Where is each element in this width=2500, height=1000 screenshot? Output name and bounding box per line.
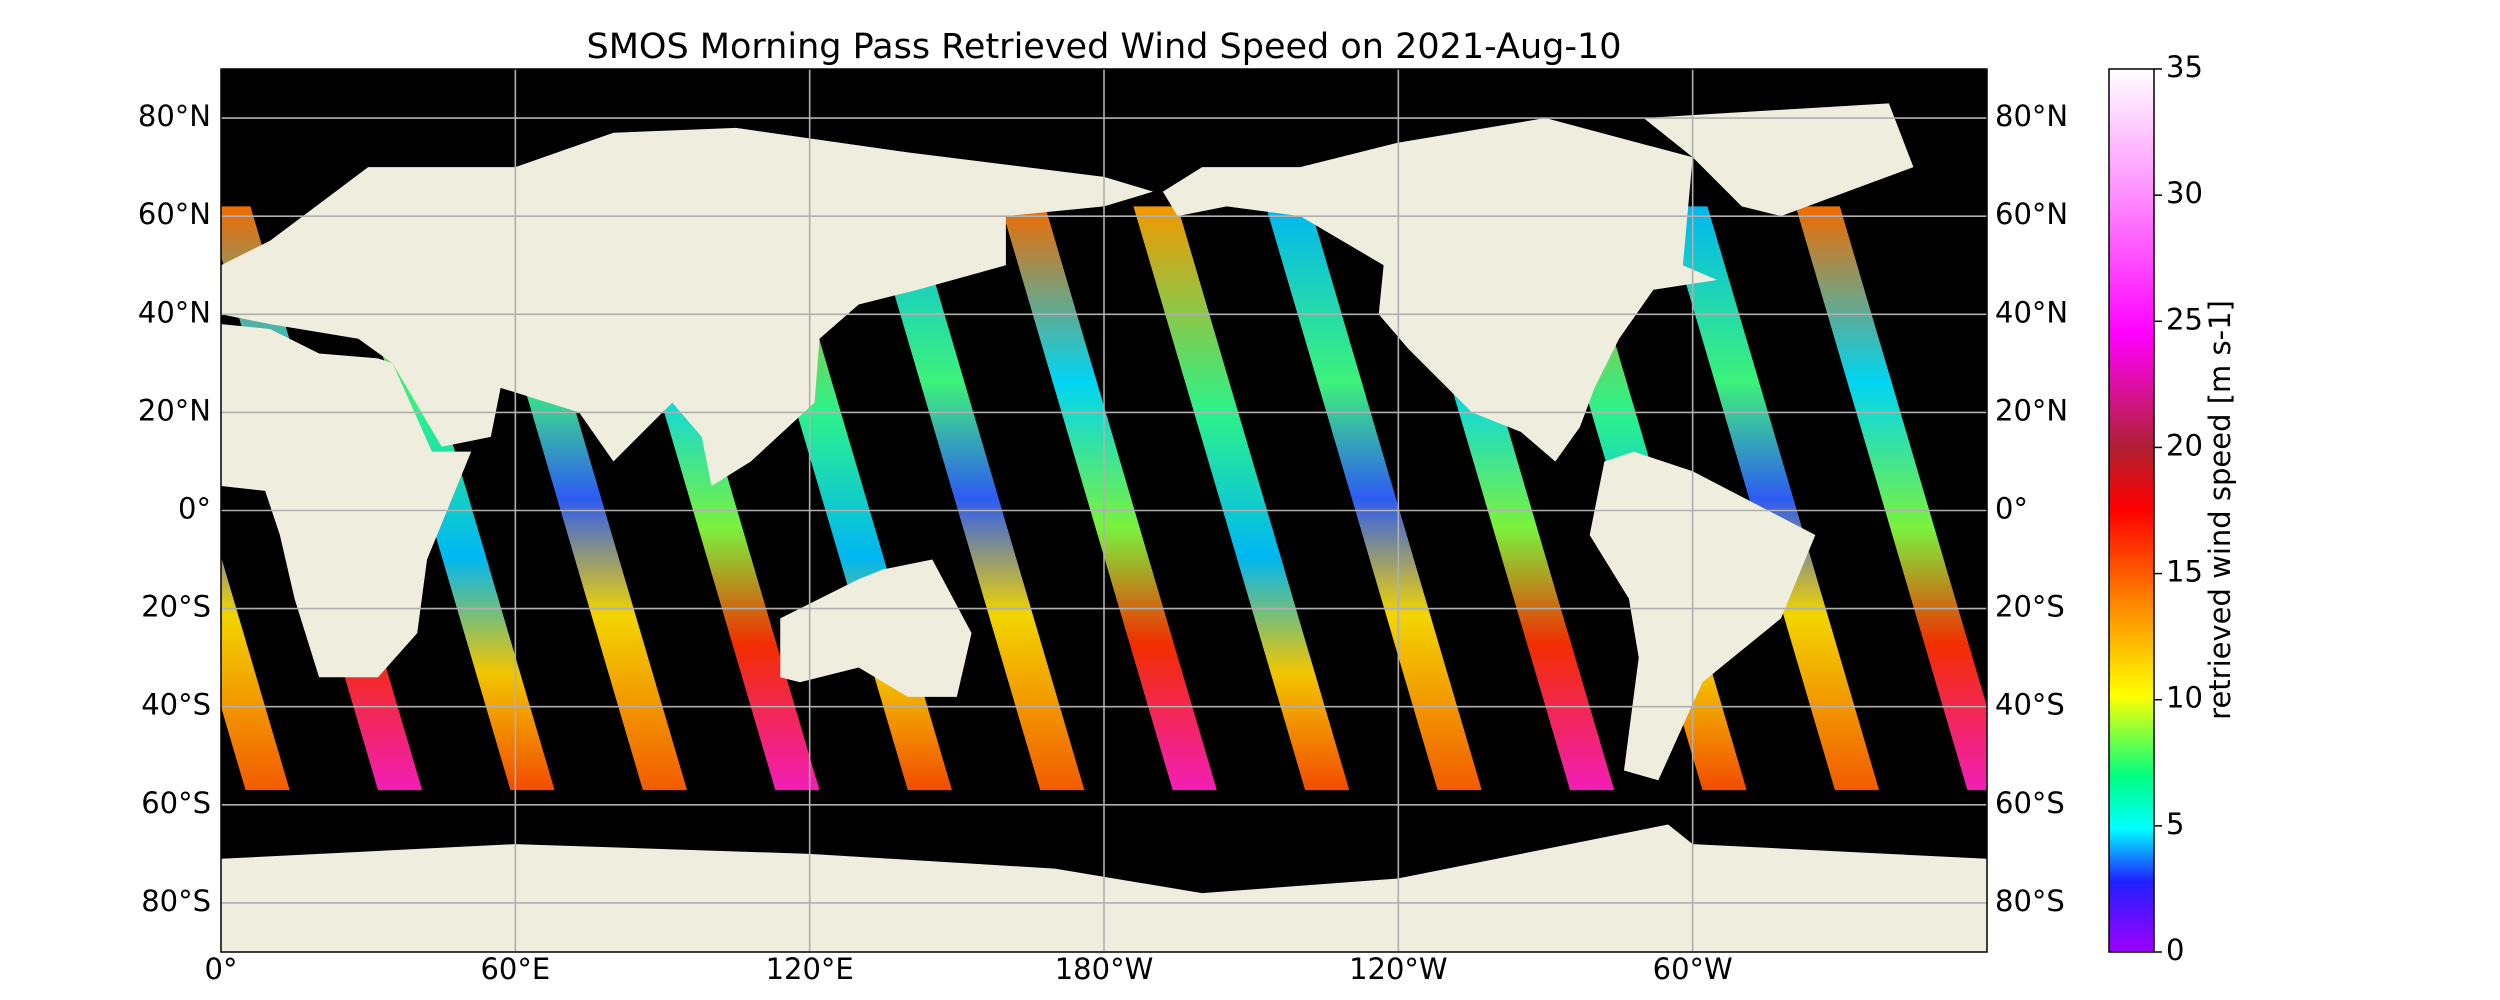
title: SMOS Morning Pass Retrieved Wind Speed o… (586, 27, 1621, 67)
swath (221, 556, 290, 791)
south-america (1589, 451, 1816, 781)
colorbar-label: retrieved wind speed [m s-1] (2203, 300, 2237, 720)
lat-tick-label-right: 0° (1995, 492, 2028, 526)
graticule: 0° 60°E 120°E 180°W 120°W 60°W 80°N 80°N 60°N 60°… (138, 69, 2068, 986)
lat-tick-label-right: 20°S (1995, 590, 2065, 624)
greenland (1643, 103, 1914, 217)
lat-tick-label-left: 60°N (138, 197, 211, 231)
colorbar-tick-label: 10 (2166, 681, 2203, 715)
eurasia (221, 127, 1154, 486)
colorbar-tick-label: 35 (2166, 50, 2203, 84)
colorbar-tick-label: 5 (2166, 807, 2184, 841)
lon-tick-label: 180°W (1055, 952, 1154, 986)
lat-tick-label-right: 80°N (1995, 99, 2068, 133)
map-frame (220, 68, 1988, 953)
australia (780, 559, 972, 697)
lat-tick-label-right: 80°S (1995, 884, 2065, 918)
swath (868, 206, 1085, 791)
colorbar-tick-label: 25 (2166, 302, 2203, 336)
lat-tick-label-left: 40°S (141, 688, 211, 722)
swath (1795, 206, 1987, 791)
lat-tick-label-right: 40°N (1995, 295, 2068, 329)
lon-tick-label: 0° (205, 952, 238, 986)
colorbar-tick-label: 20 (2166, 428, 2203, 462)
lat-tick-label-left: 60°S (141, 786, 211, 820)
colorbar-tick-label: 15 (2166, 555, 2203, 589)
lat-tick-label-left: 20°S (141, 590, 211, 624)
lat-tick-label-left: 20°N (138, 393, 211, 427)
swath (1000, 206, 1217, 791)
lat-tick-label-left: 0° (178, 492, 211, 526)
lat-tick-label-left: 40°N (138, 295, 211, 329)
lon-tick-label: 120°E (766, 952, 854, 986)
lon-tick-label: 60°E (480, 952, 550, 986)
lon-tick-label: 60°W (1653, 952, 1733, 986)
colorbar (2108, 68, 2155, 953)
lon-tick-label: 120°W (1349, 952, 1448, 986)
lat-tick-label-right: 40°S (1995, 688, 2065, 722)
lat-tick-label-left: 80°S (141, 884, 211, 918)
lat-tick-label-left: 80°N (138, 99, 211, 133)
swath (1663, 206, 1880, 791)
lat-tick-label-right: 60°N (1995, 197, 2068, 231)
north-america (1162, 118, 1718, 462)
colorbar-tick-label: 0 (2166, 933, 2184, 967)
colorbar-tick-label: 30 (2166, 176, 2203, 210)
lat-tick-label-right: 60°S (1995, 786, 2065, 820)
swath (1133, 206, 1350, 791)
swath (1265, 206, 1482, 791)
lat-tick-label-right: 20°N (1995, 393, 2068, 427)
